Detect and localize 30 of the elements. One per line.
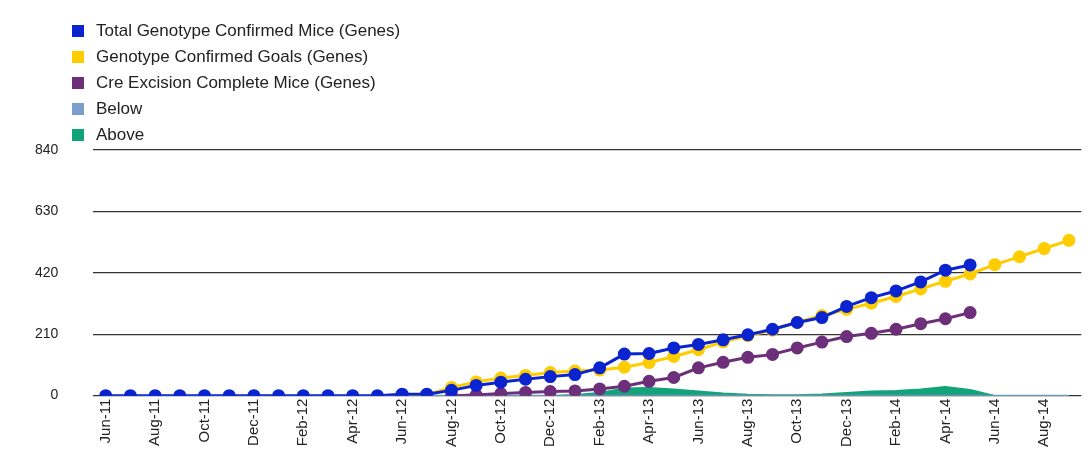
x-tick-label: Apr-14 — [935, 398, 953, 444]
x-tick-label: Aug-11 — [145, 398, 163, 446]
y-tick-label: 210 — [35, 325, 59, 342]
legend-label: Total Genotype Confirmed Mice (Genes) — [96, 21, 401, 41]
y-tick-label: 0 — [50, 386, 59, 403]
x-tick-label: Jun-13 — [688, 398, 706, 445]
x-tick-label: Apr-13 — [639, 398, 657, 444]
x-tick-label: Aug-14 — [1034, 398, 1052, 448]
legend-label: Cre Excision Complete Mice (Genes) — [96, 73, 376, 93]
legend-label: Genotype Confirmed Goals (Genes) — [96, 47, 369, 67]
legend-label: Below — [96, 99, 143, 119]
legend-label: Above — [96, 125, 145, 145]
y-tick-label: 840 — [35, 140, 59, 157]
x-tick-label: Aug-12 — [441, 398, 459, 448]
x-tick-label: Oct-11 — [194, 398, 212, 443]
x-tick-label: Feb-12 — [293, 398, 311, 447]
x-tick-label: Dec-11 — [244, 398, 262, 446]
x-tick-label: Jun-14 — [984, 398, 1002, 445]
x-tick-label: Oct-13 — [787, 398, 805, 444]
x-tick-label: Jun-11 — [95, 398, 113, 444]
x-tick-label: Aug-13 — [737, 398, 755, 448]
x-tick-label: Oct-12 — [491, 398, 508, 444]
x-tick-label: Dec-13 — [836, 398, 854, 447]
x-tick-label: Jun-12 — [392, 398, 410, 445]
y-tick-label: 420 — [35, 263, 59, 280]
x-tick-label: Apr-12 — [342, 398, 360, 444]
x-tick-label: Dec-12 — [540, 398, 558, 447]
x-tick-label: Feb-14 — [886, 398, 904, 447]
y-tick-label: 630 — [35, 202, 59, 219]
x-tick-label: Feb-13 — [589, 398, 607, 447]
